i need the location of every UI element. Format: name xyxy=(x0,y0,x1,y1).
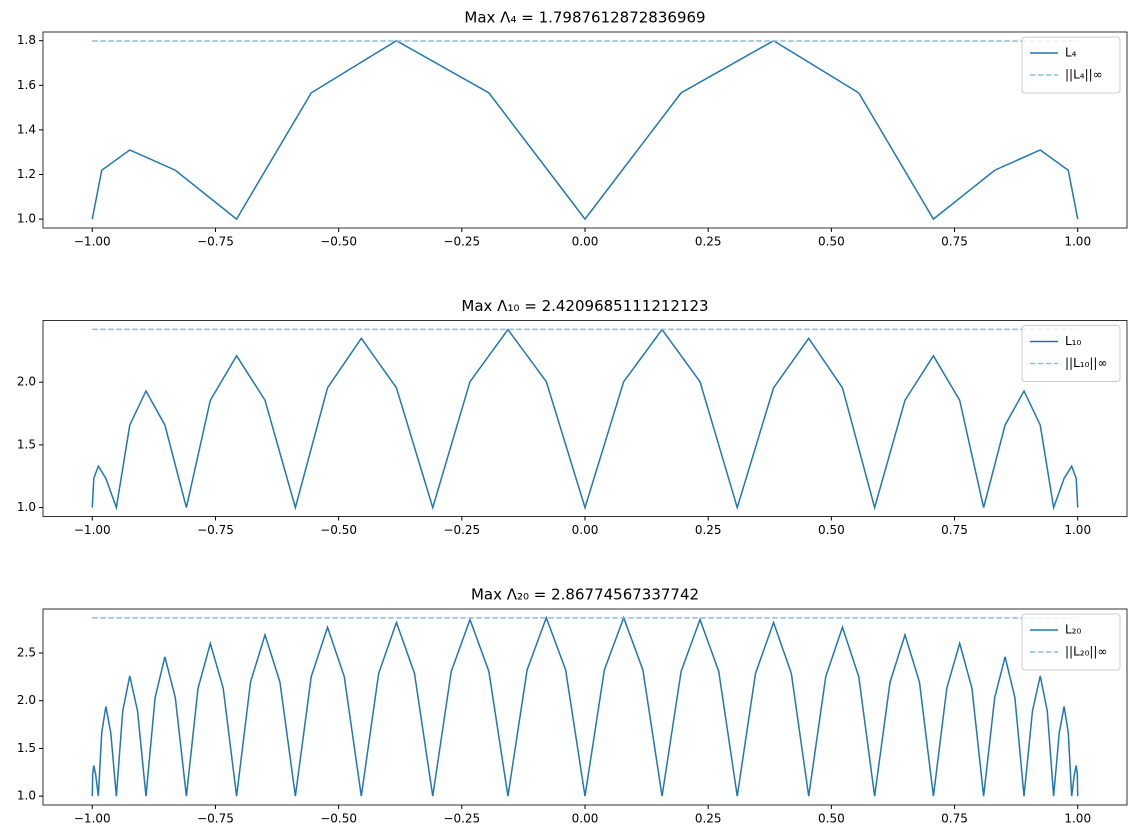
x-tick-label: −0.25 xyxy=(443,235,480,249)
x-tick-label: 0.00 xyxy=(572,235,599,249)
x-tick-label: 0.50 xyxy=(818,523,845,537)
y-tick-label: 2.0 xyxy=(17,375,36,389)
x-tick-label: 0.75 xyxy=(941,235,968,249)
y-tick-label: 1.5 xyxy=(17,741,36,755)
x-tick-label: 0.50 xyxy=(818,235,845,249)
x-tick-label: −1.00 xyxy=(74,812,111,826)
x-tick-label: −1.00 xyxy=(74,235,111,249)
y-tick-label: 1.8 xyxy=(17,33,36,47)
x-tick-label: 0.75 xyxy=(941,523,968,537)
series-line xyxy=(91,328,1079,511)
x-tick-label: 0.25 xyxy=(695,523,722,537)
x-tick-label: 0.50 xyxy=(818,812,845,826)
legend: L₂₀ ||L₂₀||∞ xyxy=(1021,613,1121,671)
axes-frame xyxy=(42,608,1128,806)
y-tick-label: 2.5 xyxy=(17,645,36,659)
legend-box xyxy=(1021,613,1121,671)
y-tick-label: 1.2 xyxy=(17,167,36,181)
series-line xyxy=(91,615,1079,797)
legend-box xyxy=(1021,325,1121,382)
legend: L₄ ||L₄||∞ xyxy=(1021,36,1121,94)
x-tick-label: −0.25 xyxy=(443,812,480,826)
x-tick-label: −0.75 xyxy=(197,235,234,249)
legend-label: ||L₄||∞ xyxy=(1065,68,1103,82)
y-tick-label: 1.5 xyxy=(17,437,36,451)
x-tick-label: 0.75 xyxy=(941,812,968,826)
y-tick-label: 1.0 xyxy=(17,789,36,803)
x-tick-label: −0.75 xyxy=(197,812,234,826)
x-tick-label: 1.00 xyxy=(1064,812,1091,826)
legend-label: L₂₀ xyxy=(1065,623,1081,637)
x-tick-label: 0.00 xyxy=(572,812,599,826)
x-tick-label: −0.50 xyxy=(320,812,357,826)
x-tick-label: 1.00 xyxy=(1064,523,1091,537)
x-tick-label: −0.25 xyxy=(443,523,480,537)
x-tick-label: 1.00 xyxy=(1064,235,1091,249)
x-tick-label: 0.25 xyxy=(695,235,722,249)
axes-frame xyxy=(42,320,1128,517)
legend-label: L₁₀ xyxy=(1065,334,1081,348)
chart-title: Max Λ₄ = 1.7987612872836969 xyxy=(464,9,705,27)
x-tick-label: 0.25 xyxy=(695,812,722,826)
x-tick-label: 0.00 xyxy=(572,523,599,537)
axes-frame xyxy=(42,31,1128,229)
legend-label: ||L₂₀||∞ xyxy=(1065,645,1107,659)
y-tick-label: 1.0 xyxy=(17,500,36,514)
x-tick-label: −1.00 xyxy=(74,523,111,537)
x-tick-label: −0.50 xyxy=(320,235,357,249)
y-tick-label: 2.0 xyxy=(17,693,36,707)
legend-label: L₄ xyxy=(1065,46,1077,60)
series-line xyxy=(91,39,1079,221)
legend: L₁₀ ||L₁₀||∞ xyxy=(1021,325,1121,382)
legend-label: ||L₁₀||∞ xyxy=(1065,356,1107,370)
y-tick-label: 1.6 xyxy=(17,78,36,92)
x-tick-label: −0.50 xyxy=(320,523,357,537)
x-tick-label: −0.75 xyxy=(197,523,234,537)
chart-title: Max Λ₂₀ = 2.86774567337742 xyxy=(471,586,699,604)
legend-box xyxy=(1021,36,1121,94)
y-tick-label: 1.0 xyxy=(17,212,36,226)
y-tick-label: 1.4 xyxy=(17,122,36,136)
chart-title: Max Λ₁₀ = 2.4209685111212123 xyxy=(461,297,708,315)
